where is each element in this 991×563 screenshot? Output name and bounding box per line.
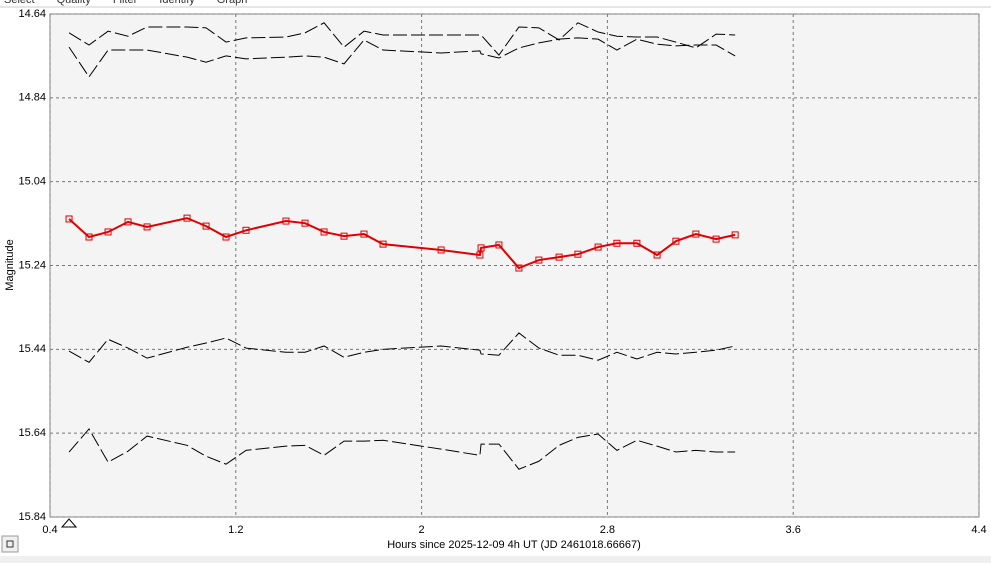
x-tick-label: 2.8 <box>600 524 615 536</box>
data-point <box>653 251 661 259</box>
tab-label[interactable]: Identify <box>159 0 195 6</box>
data-point <box>320 228 328 236</box>
y-tick-label: 15.44 <box>18 343 46 355</box>
data-point <box>202 222 210 230</box>
data-point <box>731 231 739 239</box>
x-tick-label: 3.6 <box>786 524 801 536</box>
data-point <box>104 228 112 236</box>
tab-label[interactable]: Select <box>4 0 35 6</box>
data-point <box>437 246 445 254</box>
data-point <box>633 239 641 247</box>
data-point <box>712 235 720 243</box>
data-point <box>535 256 543 264</box>
x-tick-label: 1.2 <box>228 524 243 536</box>
options-button[interactable] <box>1 535 19 553</box>
data-point <box>183 214 191 222</box>
series-line <box>68 428 736 470</box>
data-point <box>124 218 132 226</box>
data-point <box>282 217 290 225</box>
data-point <box>143 223 151 231</box>
y-axis-label: Magnitude <box>4 239 16 290</box>
options-icon <box>6 540 14 548</box>
data-point <box>594 243 602 251</box>
x-tick-label: 2 <box>419 524 425 536</box>
data-point <box>477 244 485 252</box>
data-point <box>65 215 73 223</box>
y-tick-label: 15.24 <box>18 259 46 271</box>
y-tick-label: 14.84 <box>18 92 46 104</box>
data-point <box>340 232 348 240</box>
y-tick-label: 15.04 <box>18 176 46 188</box>
tab-label[interactable]: Filter <box>113 0 138 6</box>
y-tick-label: 14.64 <box>18 8 46 20</box>
data-point <box>242 226 250 234</box>
series-line <box>68 37 736 78</box>
data-point <box>301 219 309 227</box>
data-point <box>574 250 582 258</box>
y-tick-label: 15.84 <box>18 511 46 523</box>
data-point <box>379 240 387 248</box>
data-point <box>222 233 230 241</box>
x-tick-label: 0.4 <box>42 524 57 536</box>
data-point <box>692 230 700 238</box>
data-point <box>613 239 621 247</box>
data-point <box>85 233 93 241</box>
series-line <box>68 217 736 270</box>
y-tick-label: 15.64 <box>18 427 46 439</box>
data-point <box>672 237 680 245</box>
data-point <box>555 253 563 261</box>
tab-label[interactable]: Graph <box>217 0 248 6</box>
series-line <box>68 22 736 56</box>
data-point <box>495 241 503 249</box>
data-point <box>476 251 484 259</box>
tab-label[interactable]: Quality <box>57 0 92 6</box>
series-line <box>68 332 736 363</box>
data-point <box>515 264 523 272</box>
x-axis-label: Hours since 2025-12-09 4h UT (JD 2461018… <box>387 539 641 551</box>
status-strip <box>0 556 991 563</box>
x-tick-label: 4.4 <box>971 524 986 536</box>
data-point <box>360 230 368 238</box>
tab-strip: Select Quality Filter Identify Graph <box>4 0 247 6</box>
time-marker <box>60 518 78 528</box>
